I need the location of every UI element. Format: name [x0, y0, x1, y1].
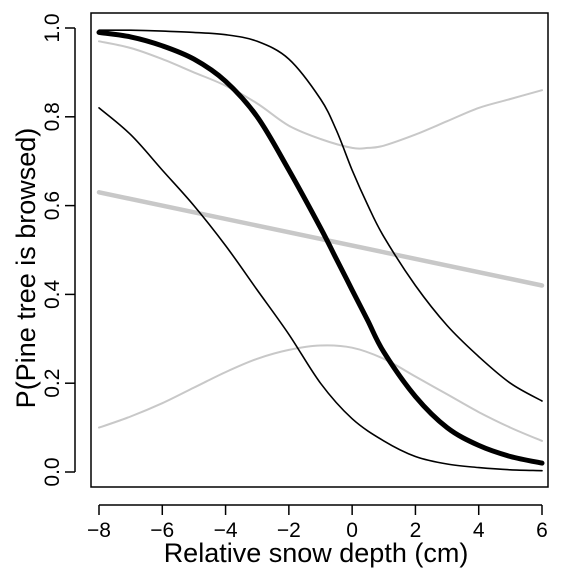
- y-tick-label: 0.8: [41, 102, 64, 131]
- plot-frame: [90, 12, 549, 488]
- black-lower-bound-line: [98, 107, 543, 472]
- x-tick-label: 4: [473, 519, 485, 542]
- grey-fit-line: [96, 190, 545, 288]
- x-tick-label: −8: [87, 519, 111, 542]
- x-tick-label: −2: [277, 519, 301, 542]
- y-tick-label: 1.0: [41, 13, 64, 42]
- y-axis: 0.0 0.2 0.4 0.6 0.8 1.0: [41, 13, 76, 487]
- y-tick-label: 0.2: [41, 369, 64, 398]
- y-axis-title: P(Pine tree is browsed): [11, 128, 41, 409]
- x-tick-label: 2: [410, 519, 422, 542]
- y-tick-label: 0.4: [41, 279, 64, 309]
- x-axis: −8 −6 −4 −2 0 2 4 6: [87, 504, 548, 542]
- x-tick-label: 6: [536, 519, 548, 542]
- x-axis-title: Relative snow depth (cm): [164, 538, 469, 568]
- grey-upper-bound-line: [98, 40, 543, 150]
- x-tick-label: −4: [214, 519, 238, 542]
- black-fit-line: [96, 29, 545, 466]
- y-tick-label: 0.0: [41, 457, 64, 486]
- grey-lower-bound-line: [98, 344, 543, 442]
- x-tick-label: 0: [346, 519, 358, 542]
- black-upper-bound-line: [98, 29, 543, 402]
- y-tick-label: 0.6: [41, 191, 64, 220]
- x-tick-label: −6: [150, 519, 174, 542]
- series-layer: [96, 29, 545, 472]
